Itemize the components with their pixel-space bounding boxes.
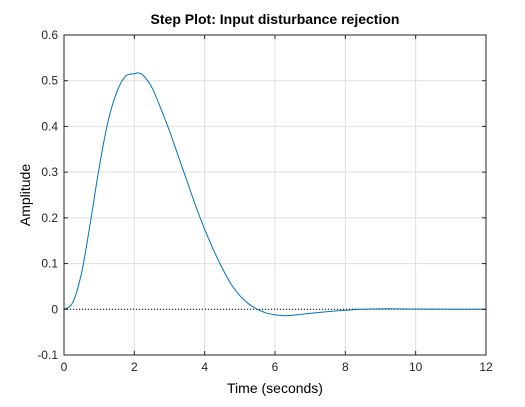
y-tick-label: 0.2 <box>41 211 58 225</box>
x-axis: 0 2 4 6 8 10 12 <box>61 35 493 374</box>
x-tick-label: 12 <box>479 360 493 374</box>
y-tick-label: 0.6 <box>41 28 58 42</box>
y-tick-label: -0.1 <box>37 348 58 362</box>
y-tick-label: 0.3 <box>41 165 58 179</box>
x-tick-label: 4 <box>201 360 208 374</box>
y-tick-label: 0.4 <box>41 119 58 133</box>
chart-title: Step Plot: Input disturbance rejection <box>151 11 400 27</box>
y-axis: -0.1 0 0.1 0.2 0.3 0.4 0.5 0.6 <box>37 28 486 362</box>
x-tick-label: 8 <box>342 360 349 374</box>
y-tick-label: 0.5 <box>41 74 58 88</box>
y-axis-label: Amplitude <box>17 164 33 226</box>
x-tick-label: 2 <box>131 360 138 374</box>
x-tick-label: 0 <box>61 360 68 374</box>
series-line <box>63 72 487 317</box>
y-tick-label: 0 <box>51 302 58 316</box>
x-axis-label: Time (seconds) <box>227 380 323 396</box>
x-tick-label: 6 <box>272 360 279 374</box>
y-tick-label: 0.1 <box>41 257 58 271</box>
x-tick-label: 10 <box>409 360 423 374</box>
